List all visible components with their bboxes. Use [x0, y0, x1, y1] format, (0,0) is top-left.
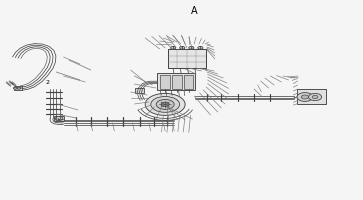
Bar	[14, 86, 22, 90]
Circle shape	[309, 93, 322, 101]
Circle shape	[56, 116, 63, 120]
Circle shape	[13, 87, 17, 89]
Circle shape	[151, 96, 180, 112]
Bar	[297, 89, 326, 104]
Circle shape	[161, 102, 169, 107]
Circle shape	[198, 46, 203, 49]
Text: 2: 2	[45, 79, 49, 84]
Bar	[157, 73, 195, 90]
Circle shape	[189, 46, 194, 49]
Bar	[160, 75, 170, 89]
Bar	[135, 88, 144, 93]
Bar	[168, 49, 206, 68]
Bar	[184, 75, 193, 89]
Circle shape	[301, 95, 309, 99]
Circle shape	[17, 87, 21, 89]
Bar	[54, 116, 64, 121]
Bar	[172, 75, 182, 89]
Circle shape	[312, 95, 318, 99]
Circle shape	[156, 99, 174, 109]
Text: A: A	[191, 6, 197, 16]
Circle shape	[145, 93, 185, 115]
Circle shape	[180, 46, 185, 49]
Circle shape	[297, 93, 313, 101]
Circle shape	[171, 46, 176, 49]
